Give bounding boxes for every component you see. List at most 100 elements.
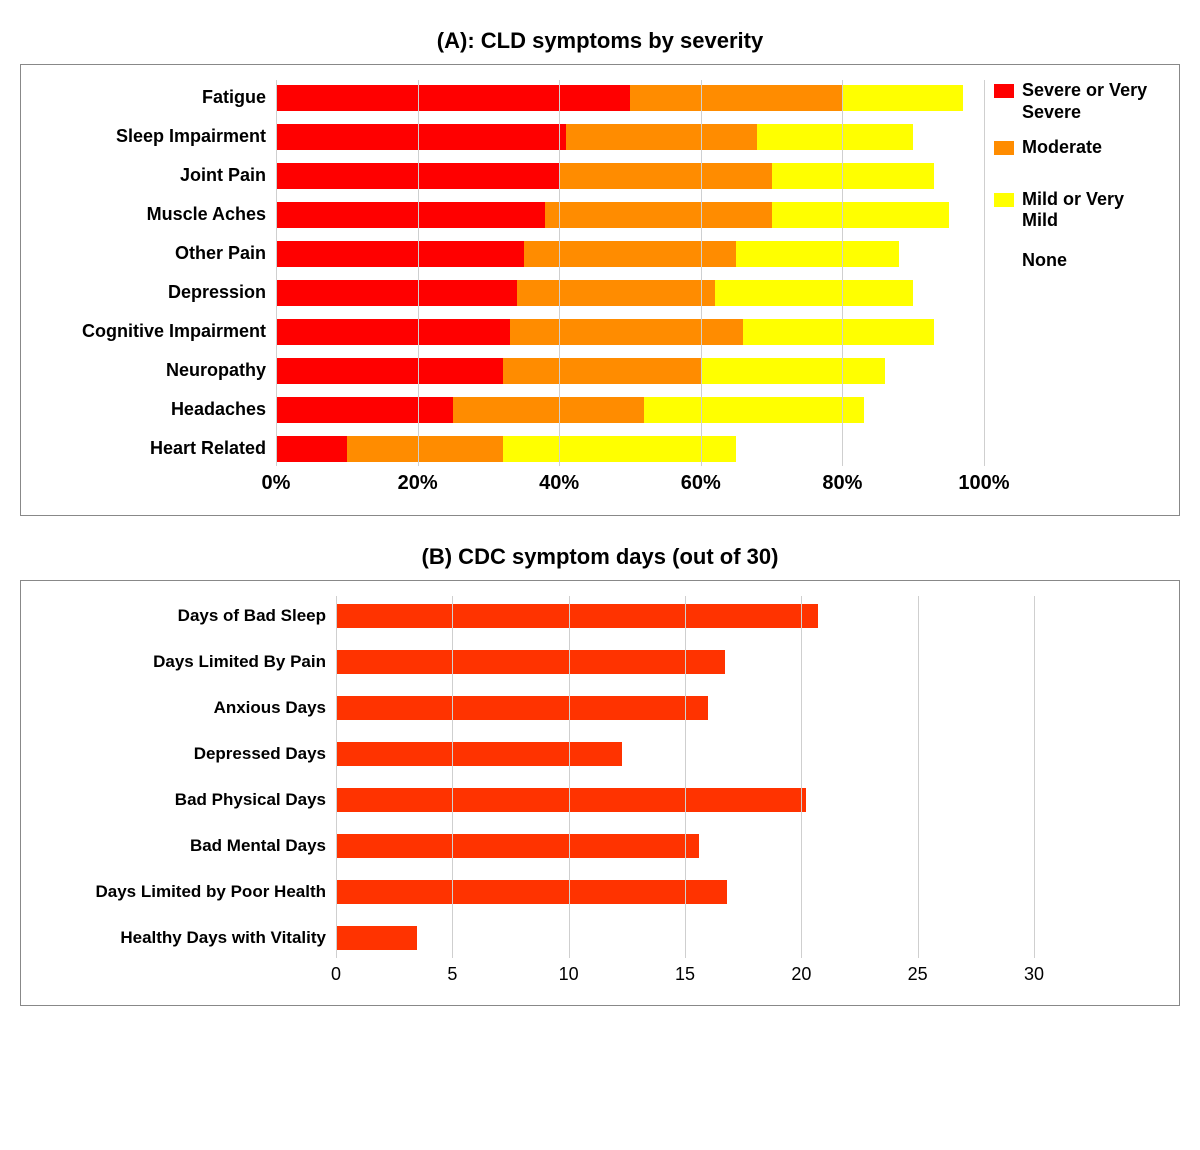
chart-a-bar-segment [772, 163, 935, 189]
chart-b-category-label: Healthy Days with Vitality [36, 928, 336, 948]
chart-a-category-label: Depression [36, 282, 276, 303]
chart-a-bar-segment [453, 397, 644, 423]
chart-a-bar-track [276, 163, 984, 189]
chart-b-bars: Days of Bad Sleep Days Limited By Pain Anx… [36, 596, 1034, 958]
chart-a-bar-segment [276, 163, 559, 189]
chart-a-bar-segment [842, 85, 962, 111]
chart-b-bar [336, 604, 818, 628]
chart-b-bar-track [336, 926, 1034, 950]
chart-b-bar [336, 742, 622, 766]
chart-b-plot-area: Days of Bad Sleep Days Limited By Pain Anx… [36, 596, 1034, 958]
chart-b-row: Days Limited by Poor Health [36, 872, 1034, 912]
chart-b-row: Days of Bad Sleep [36, 596, 1034, 636]
chart-b-category-label: Bad Physical Days [36, 790, 336, 810]
legend-swatch [994, 84, 1014, 98]
chart-a-bar-segment [276, 397, 453, 423]
chart-b-x-tick: 10 [559, 964, 579, 985]
legend-item: Moderate [994, 137, 1164, 159]
chart-b-category-label: Days Limited By Pain [36, 652, 336, 672]
chart-a-bar-segment [276, 358, 503, 384]
chart-a-bar-segment [559, 163, 771, 189]
chart-a-bar-track [276, 280, 984, 306]
legend-item: None [994, 250, 1164, 272]
chart-b-category-label: Days Limited by Poor Health [36, 882, 336, 902]
chart-a-row: Other Pain [36, 236, 984, 271]
chart-a-row: Sleep Impairment [36, 119, 984, 154]
chart-a-x-tick: 20% [398, 472, 438, 495]
chart-b-bar [336, 880, 727, 904]
chart-b-x-tick: 15 [675, 964, 695, 985]
chart-b-row: Bad Physical Days [36, 780, 1034, 820]
chart-a-bar-track [276, 124, 984, 150]
chart-a-plot-area: Fatigue Sleep Impairment Joint Pain Muscle … [36, 80, 984, 466]
chart-b-x-axis: 051015202530 [36, 964, 1034, 990]
chart-a-row: Headaches [36, 392, 984, 427]
legend-item: Mild or Very Mild [994, 189, 1164, 232]
legend-swatch [994, 141, 1014, 155]
chart-b-row: Days Limited By Pain [36, 642, 1034, 682]
chart-a-category-label: Sleep Impairment [36, 126, 276, 147]
chart-a-category-label: Muscle Aches [36, 204, 276, 225]
legend-label: None [1022, 250, 1067, 272]
chart-a-bar-track [276, 241, 984, 267]
chart-b-title: (B) CDC symptom days (out of 30) [20, 544, 1180, 570]
chart-b-bar [336, 650, 725, 674]
chart-b-bar-track [336, 604, 1034, 628]
chart-a-x-tick: 80% [822, 472, 862, 495]
chart-a-bar-track [276, 202, 984, 228]
chart-a-bar-segment [276, 85, 630, 111]
chart-a-bar-segment [630, 85, 842, 111]
chart-a-bar-segment [276, 319, 510, 345]
legend-label: Mild or Very Mild [1022, 189, 1164, 232]
chart-a-row: Fatigue [36, 80, 984, 115]
chart-b-x-tick: 0 [331, 964, 341, 985]
chart-a-bar-segment [276, 202, 545, 228]
chart-a-category-label: Fatigue [36, 87, 276, 108]
chart-a-bar-segment [347, 436, 503, 462]
chart-a-bar-segment [715, 280, 913, 306]
chart-a-bars: Fatigue Sleep Impairment Joint Pain Muscle … [36, 80, 984, 466]
chart-b-bar-track [336, 650, 1034, 674]
chart-a-bar-track [276, 436, 984, 462]
chart-a-x-axis: 0%20%40%60%80%100% [36, 472, 984, 500]
chart-a-bar-segment [701, 358, 885, 384]
chart-b-bar-track [336, 788, 1034, 812]
chart-a-row: Neuropathy [36, 353, 984, 388]
chart-b-bar [336, 696, 708, 720]
chart-a-bar-segment [276, 124, 566, 150]
chart-a-x-tick: 0% [262, 472, 291, 495]
chart-a-title: (A): CLD symptoms by severity [20, 28, 1180, 54]
chart-b-category-label: Days of Bad Sleep [36, 606, 336, 626]
chart-a-row: Heart Related [36, 431, 984, 466]
chart-a-category-label: Joint Pain [36, 165, 276, 186]
chart-b-bar-track [336, 880, 1034, 904]
chart-b-bar-track [336, 696, 1034, 720]
chart-a-row: Joint Pain [36, 158, 984, 193]
chart-a-category-label: Other Pain [36, 243, 276, 264]
legend-swatch [994, 193, 1014, 207]
chart-b-category-label: Depressed Days [36, 744, 336, 764]
chart-a-bar-segment [566, 124, 757, 150]
chart-b-row: Healthy Days with Vitality [36, 918, 1034, 958]
legend-item: Severe or Very Severe [994, 80, 1164, 123]
chart-b-x-tick: 30 [1024, 964, 1044, 985]
chart-a-bar-segment [510, 319, 744, 345]
chart-a-x-tick: 60% [681, 472, 721, 495]
chart-a-bar-segment [503, 436, 737, 462]
chart-a-legend: Severe or Very Severe Moderate Mild or Ver… [984, 80, 1164, 500]
chart-b-bar [336, 834, 699, 858]
chart-b-bar [336, 926, 417, 950]
chart-a-category-label: Neuropathy [36, 360, 276, 381]
chart-a-frame: Fatigue Sleep Impairment Joint Pain Muscle … [20, 64, 1180, 516]
chart-b-frame: Days of Bad Sleep Days Limited By Pain Anx… [20, 580, 1180, 1006]
chart-a-bar-segment [736, 241, 899, 267]
chart-a-bar-segment [276, 241, 524, 267]
chart-b-row: Anxious Days [36, 688, 1034, 728]
chart-a-bar-segment [524, 241, 736, 267]
chart-b-bar-track [336, 742, 1034, 766]
chart-a-x-tick: 100% [958, 472, 1009, 495]
chart-b-category-label: Anxious Days [36, 698, 336, 718]
chart-a-x-tick: 40% [539, 472, 579, 495]
chart-a-category-label: Heart Related [36, 438, 276, 459]
chart-a-row: Muscle Aches [36, 197, 984, 232]
